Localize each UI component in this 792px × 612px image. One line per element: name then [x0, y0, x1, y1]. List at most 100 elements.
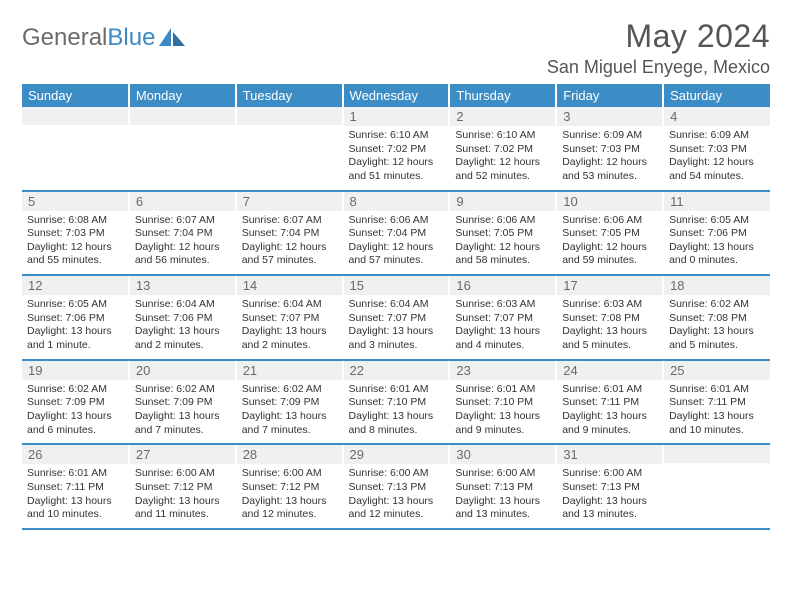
- calendar-empty-cell: [663, 444, 770, 529]
- location-text: San Miguel Enyege, Mexico: [547, 57, 770, 78]
- calendar-day-cell: 12Sunrise: 6:05 AMSunset: 7:06 PMDayligh…: [22, 275, 129, 360]
- day-number: 4: [664, 107, 770, 126]
- day-number: 9: [450, 192, 555, 211]
- day-number: [664, 445, 770, 463]
- calendar-week-row: 19Sunrise: 6:02 AMSunset: 7:09 PMDayligh…: [22, 360, 770, 445]
- day-number: 3: [557, 107, 662, 126]
- calendar-day-cell: 15Sunrise: 6:04 AMSunset: 7:07 PMDayligh…: [343, 275, 450, 360]
- day-info: Sunrise: 6:08 AMSunset: 7:03 PMDaylight:…: [22, 211, 128, 275]
- day-info: Sunrise: 6:02 AMSunset: 7:08 PMDaylight:…: [664, 295, 770, 359]
- calendar-day-cell: 17Sunrise: 6:03 AMSunset: 7:08 PMDayligh…: [556, 275, 663, 360]
- day-number: [22, 107, 128, 125]
- calendar-day-cell: 30Sunrise: 6:00 AMSunset: 7:13 PMDayligh…: [449, 444, 556, 529]
- day-number: [130, 107, 235, 125]
- day-number: 1: [344, 107, 449, 126]
- calendar-day-cell: 8Sunrise: 6:06 AMSunset: 7:04 PMDaylight…: [343, 191, 450, 276]
- calendar-day-cell: 20Sunrise: 6:02 AMSunset: 7:09 PMDayligh…: [129, 360, 236, 445]
- calendar-day-cell: 7Sunrise: 6:07 AMSunset: 7:04 PMDaylight…: [236, 191, 343, 276]
- day-number: 23: [450, 361, 555, 380]
- calendar-day-cell: 1Sunrise: 6:10 AMSunset: 7:02 PMDaylight…: [343, 107, 450, 191]
- calendar-empty-cell: [22, 107, 129, 191]
- brand-logo: GeneralBlue: [22, 18, 187, 52]
- calendar-day-cell: 9Sunrise: 6:06 AMSunset: 7:05 PMDaylight…: [449, 191, 556, 276]
- day-number: 24: [557, 361, 662, 380]
- calendar-week-row: 1Sunrise: 6:10 AMSunset: 7:02 PMDaylight…: [22, 107, 770, 191]
- day-info: Sunrise: 6:10 AMSunset: 7:02 PMDaylight:…: [450, 126, 555, 190]
- calendar-body: 1Sunrise: 6:10 AMSunset: 7:02 PMDaylight…: [22, 107, 770, 529]
- day-info: [237, 125, 342, 183]
- calendar-day-cell: 5Sunrise: 6:08 AMSunset: 7:03 PMDaylight…: [22, 191, 129, 276]
- calendar-day-cell: 26Sunrise: 6:01 AMSunset: 7:11 PMDayligh…: [22, 444, 129, 529]
- day-info: Sunrise: 6:01 AMSunset: 7:11 PMDaylight:…: [664, 380, 770, 444]
- day-number: 13: [130, 276, 235, 295]
- weekday-header: Tuesday: [236, 84, 343, 107]
- day-info: Sunrise: 6:01 AMSunset: 7:10 PMDaylight:…: [344, 380, 449, 444]
- calendar-day-cell: 14Sunrise: 6:04 AMSunset: 7:07 PMDayligh…: [236, 275, 343, 360]
- day-info: Sunrise: 6:07 AMSunset: 7:04 PMDaylight:…: [237, 211, 342, 275]
- calendar-day-cell: 6Sunrise: 6:07 AMSunset: 7:04 PMDaylight…: [129, 191, 236, 276]
- day-number: 28: [237, 445, 342, 464]
- calendar-day-cell: 27Sunrise: 6:00 AMSunset: 7:12 PMDayligh…: [129, 444, 236, 529]
- calendar-table: SundayMondayTuesdayWednesdayThursdayFrid…: [22, 84, 770, 530]
- weekday-row: SundayMondayTuesdayWednesdayThursdayFrid…: [22, 84, 770, 107]
- calendar-week-row: 12Sunrise: 6:05 AMSunset: 7:06 PMDayligh…: [22, 275, 770, 360]
- title-block: May 2024 San Miguel Enyege, Mexico: [547, 18, 770, 78]
- day-info: Sunrise: 6:02 AMSunset: 7:09 PMDaylight:…: [237, 380, 342, 444]
- calendar-day-cell: 10Sunrise: 6:06 AMSunset: 7:05 PMDayligh…: [556, 191, 663, 276]
- day-number: 7: [237, 192, 342, 211]
- calendar-day-cell: 21Sunrise: 6:02 AMSunset: 7:09 PMDayligh…: [236, 360, 343, 445]
- weekday-header: Thursday: [449, 84, 556, 107]
- brand-word1: General: [22, 24, 107, 51]
- day-info: Sunrise: 6:07 AMSunset: 7:04 PMDaylight:…: [130, 211, 235, 275]
- calendar-day-cell: 28Sunrise: 6:00 AMSunset: 7:12 PMDayligh…: [236, 444, 343, 529]
- day-info: [130, 125, 235, 183]
- day-number: 2: [450, 107, 555, 126]
- day-info: Sunrise: 6:02 AMSunset: 7:09 PMDaylight:…: [22, 380, 128, 444]
- day-info: Sunrise: 6:06 AMSunset: 7:05 PMDaylight:…: [557, 211, 662, 275]
- day-info: Sunrise: 6:02 AMSunset: 7:09 PMDaylight:…: [130, 380, 235, 444]
- brand-text: GeneralBlue: [22, 24, 155, 52]
- day-info: Sunrise: 6:05 AMSunset: 7:06 PMDaylight:…: [664, 211, 770, 275]
- day-info: Sunrise: 6:09 AMSunset: 7:03 PMDaylight:…: [557, 126, 662, 190]
- day-number: 8: [344, 192, 449, 211]
- day-number: 31: [557, 445, 662, 464]
- weekday-header: Monday: [129, 84, 236, 107]
- day-info: Sunrise: 6:05 AMSunset: 7:06 PMDaylight:…: [22, 295, 128, 359]
- weekday-header: Wednesday: [343, 84, 450, 107]
- calendar-week-row: 26Sunrise: 6:01 AMSunset: 7:11 PMDayligh…: [22, 444, 770, 529]
- day-info: [664, 463, 770, 521]
- day-number: 26: [22, 445, 128, 464]
- day-number: 15: [344, 276, 449, 295]
- day-number: 5: [22, 192, 128, 211]
- day-info: Sunrise: 6:06 AMSunset: 7:04 PMDaylight:…: [344, 211, 449, 275]
- day-number: 10: [557, 192, 662, 211]
- day-info: Sunrise: 6:04 AMSunset: 7:07 PMDaylight:…: [344, 295, 449, 359]
- day-info: Sunrise: 6:01 AMSunset: 7:10 PMDaylight:…: [450, 380, 555, 444]
- day-info: Sunrise: 6:10 AMSunset: 7:02 PMDaylight:…: [344, 126, 449, 190]
- day-info: Sunrise: 6:00 AMSunset: 7:12 PMDaylight:…: [237, 464, 342, 528]
- weekday-header: Saturday: [663, 84, 770, 107]
- day-info: Sunrise: 6:03 AMSunset: 7:08 PMDaylight:…: [557, 295, 662, 359]
- day-info: Sunrise: 6:00 AMSunset: 7:13 PMDaylight:…: [557, 464, 662, 528]
- day-number: 11: [664, 192, 770, 211]
- day-info: Sunrise: 6:00 AMSunset: 7:12 PMDaylight:…: [130, 464, 235, 528]
- calendar-day-cell: 18Sunrise: 6:02 AMSunset: 7:08 PMDayligh…: [663, 275, 770, 360]
- day-number: 21: [237, 361, 342, 380]
- day-info: Sunrise: 6:01 AMSunset: 7:11 PMDaylight:…: [557, 380, 662, 444]
- day-info: [22, 125, 128, 183]
- calendar-empty-cell: [129, 107, 236, 191]
- calendar-day-cell: 13Sunrise: 6:04 AMSunset: 7:06 PMDayligh…: [129, 275, 236, 360]
- day-number: 16: [450, 276, 555, 295]
- day-info: Sunrise: 6:03 AMSunset: 7:07 PMDaylight:…: [450, 295, 555, 359]
- calendar-day-cell: 2Sunrise: 6:10 AMSunset: 7:02 PMDaylight…: [449, 107, 556, 191]
- calendar-day-cell: 23Sunrise: 6:01 AMSunset: 7:10 PMDayligh…: [449, 360, 556, 445]
- day-info: Sunrise: 6:04 AMSunset: 7:06 PMDaylight:…: [130, 295, 235, 359]
- day-info: Sunrise: 6:00 AMSunset: 7:13 PMDaylight:…: [450, 464, 555, 528]
- day-info: Sunrise: 6:04 AMSunset: 7:07 PMDaylight:…: [237, 295, 342, 359]
- day-number: 6: [130, 192, 235, 211]
- day-number: 19: [22, 361, 128, 380]
- brand-word2: Blue: [107, 24, 155, 51]
- calendar-day-cell: 19Sunrise: 6:02 AMSunset: 7:09 PMDayligh…: [22, 360, 129, 445]
- calendar-empty-cell: [236, 107, 343, 191]
- day-info: Sunrise: 6:09 AMSunset: 7:03 PMDaylight:…: [664, 126, 770, 190]
